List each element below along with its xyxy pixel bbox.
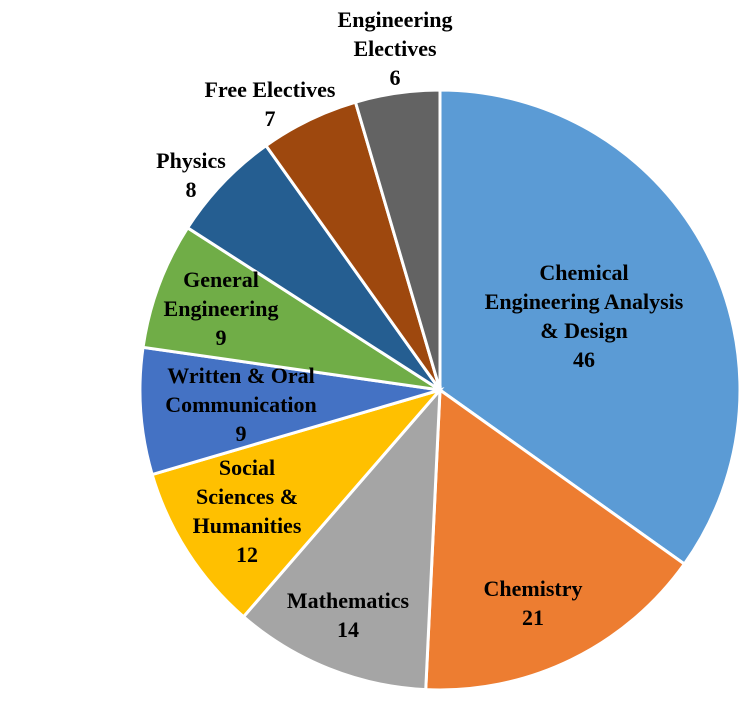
slice-name-line: Communication — [165, 392, 317, 417]
slice-name-line: Physics — [156, 148, 226, 173]
pie-slice-general-engineering — [141, 225, 441, 392]
slice-name-line: Engineering — [338, 7, 453, 32]
pie-slice-written-and-oral-communication — [138, 345, 441, 477]
slice-label-mathematics: Mathematics 14 — [287, 588, 410, 642]
slice-label-chemical-engineering-analysis-and-design: Chemical Engineering Analysis & Design 46 — [485, 260, 684, 372]
slice-name-line: Written & Oral — [167, 363, 314, 388]
slice-name-line: Chemical — [539, 260, 628, 285]
slice-name-line: General — [183, 267, 259, 292]
slice-value-label: 8 — [186, 177, 197, 202]
slice-name-line: Sciences & — [196, 484, 298, 509]
slice-name-line: Electives — [353, 36, 437, 61]
slice-value-label: 21 — [522, 605, 544, 630]
pie-slice-social-sciences-and-humanities — [150, 387, 445, 619]
slice-label-chemistry: Chemistry 21 — [484, 576, 583, 630]
pie-slice-engineering-electives — [353, 88, 442, 391]
slice-value-label: 7 — [265, 106, 276, 131]
slice-value-label: 9 — [236, 421, 247, 446]
slice-name-line: Chemistry — [484, 576, 583, 601]
slice-label-engineering-electives: Engineering Electives 6 — [338, 7, 453, 90]
slice-name-line: Engineering — [164, 296, 279, 321]
slice-name-line: & Design — [540, 318, 627, 343]
pie-slices — [138, 88, 742, 692]
slice-value-label: 46 — [573, 347, 595, 372]
pie-slice-chemistry — [424, 387, 687, 692]
slice-name-line: Free Electives — [205, 77, 336, 102]
slice-label-general-engineering: General Engineering 9 — [164, 267, 279, 350]
pie-slice-mathematics — [241, 385, 442, 692]
slice-value-label: 14 — [337, 617, 359, 642]
slice-name-line: Social — [219, 455, 275, 480]
slice-value-label: 9 — [216, 325, 227, 350]
slice-name-line: Mathematics — [287, 588, 410, 613]
slice-label-free-electives: Free Electives 7 — [205, 77, 336, 131]
pie-labels: Chemical Engineering Analysis & Design 46Ch… — [156, 7, 684, 642]
pie-slice-chemical-engineering-analysis-and-design — [438, 88, 742, 567]
slice-label-physics: Physics 8 — [156, 148, 226, 202]
slice-name-line: Humanities — [193, 513, 302, 538]
slice-value-label: 12 — [236, 542, 258, 567]
slice-label-written-and-oral-communication: Written & Oral Communication 9 — [165, 363, 317, 446]
slice-label-social-sciences-and-humanities: Social Sciences & Humanities 12 — [193, 455, 302, 567]
slice-name-line: Engineering Analysis — [485, 289, 684, 314]
slice-value-label: 6 — [390, 65, 401, 90]
